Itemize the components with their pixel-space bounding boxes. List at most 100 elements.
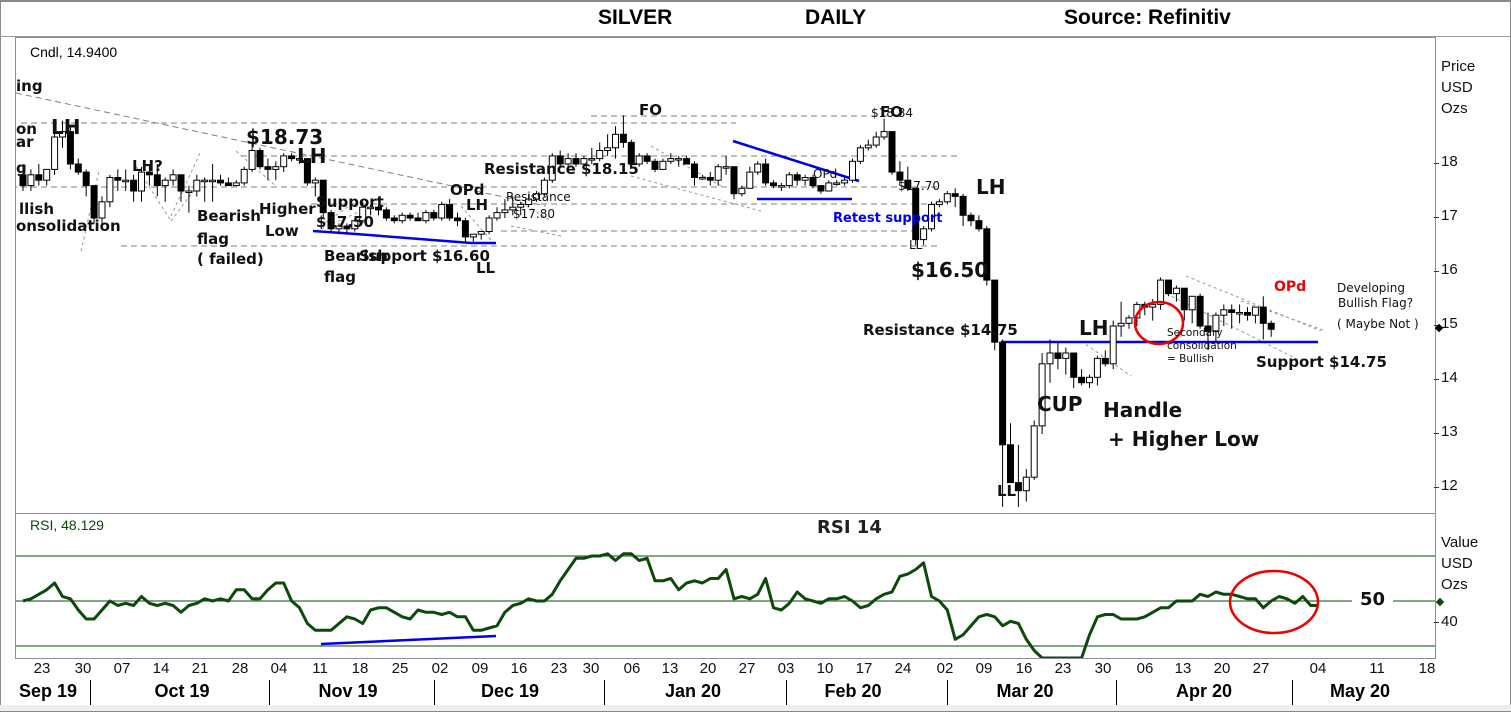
- candle-body-up: [422, 212, 430, 222]
- flag-channel-line: [630, 175, 762, 212]
- month-separator: [1292, 680, 1293, 706]
- rsi-panel[interactable]: RSI, 48.129 RSI 14 50: [15, 513, 1436, 659]
- candle: [1196, 293, 1204, 329]
- candle: [98, 196, 106, 224]
- flag-channel-line: [135, 165, 172, 222]
- candle-body-up: [1038, 363, 1046, 427]
- candle: [375, 204, 382, 216]
- candle-body-down: [90, 185, 98, 219]
- date-tick-label: 10: [816, 660, 834, 677]
- candle: [1030, 420, 1038, 480]
- flag-channel-line: [510, 225, 562, 237]
- candle-body-down: [1259, 306, 1267, 324]
- rsi-line: [22, 552, 1319, 658]
- price-tick-label: 13: [1441, 423, 1458, 440]
- candle: [1046, 339, 1054, 383]
- candle-body-down: [888, 131, 896, 173]
- candle-body-down: [130, 179, 138, 192]
- chart-annotation: ing: [16, 77, 43, 95]
- candle: [975, 215, 983, 232]
- month-label: Oct 19: [154, 681, 210, 701]
- candle-body-down: [446, 204, 454, 219]
- chart-annotation: $17.80: [513, 207, 555, 221]
- chart-annotation: ( failed): [197, 250, 264, 268]
- candle: [27, 169, 35, 191]
- candle-body-up: [1188, 295, 1196, 311]
- date-tick-label: 09: [471, 660, 489, 677]
- chart-annotation: $18.84: [871, 106, 913, 120]
- candle-body-up: [138, 171, 145, 192]
- candle-body-up: [1251, 306, 1259, 316]
- candle-body-down: [114, 177, 122, 181]
- candle: [888, 131, 896, 175]
- candle: [351, 218, 359, 232]
- candle-body-down: [793, 174, 801, 181]
- chart-annotation: Developing: [1337, 281, 1405, 295]
- candle: [651, 158, 659, 173]
- date-tick-label: 02: [431, 660, 449, 677]
- candle: [533, 191, 540, 202]
- candle: [864, 139, 872, 151]
- month-label: Apr 20: [1175, 681, 1233, 701]
- candle-body-down: [991, 279, 999, 343]
- candle: [501, 199, 509, 218]
- candle: [319, 179, 327, 218]
- price-tick-mark: [1434, 217, 1439, 218]
- candle-body-down: [66, 131, 74, 165]
- candle: [604, 134, 612, 156]
- rsi-axis-title-line: USD: [1441, 555, 1473, 572]
- candle-body-up: [746, 171, 754, 189]
- price-legend: Cndl, 14.9400: [30, 44, 118, 60]
- candle: [469, 233, 477, 243]
- candle-body-down: [1101, 357, 1109, 365]
- candle-body-up: [588, 158, 596, 161]
- candle-body-down: [74, 163, 82, 173]
- candle: [161, 177, 169, 202]
- candle: [580, 155, 588, 167]
- candle: [738, 185, 746, 197]
- candle-body-up: [1109, 325, 1117, 365]
- candle: [596, 142, 604, 162]
- candle-body-down: [817, 185, 825, 192]
- candle-body-down: [414, 217, 422, 222]
- date-tick-label: 23: [33, 660, 51, 677]
- candle-body-down: [35, 174, 43, 181]
- candle-body-down: [683, 158, 691, 165]
- candle-body-down: [145, 171, 153, 176]
- chart-annotation: ( Maybe Not ): [1337, 317, 1419, 331]
- candle-body-down: [382, 209, 390, 219]
- price-tick-mark: [1434, 433, 1439, 434]
- candle-body-up: [841, 179, 849, 184]
- candle-body-down: [967, 214, 975, 222]
- candle: [406, 212, 414, 221]
- candle: [872, 131, 880, 148]
- date-tick-label: 21: [191, 660, 209, 677]
- candle-body-down: [264, 166, 272, 170]
- chart-annotation: $17.50: [316, 213, 374, 231]
- candle-body-up: [493, 212, 501, 219]
- candle: [130, 174, 138, 202]
- date-tick-label: 17: [855, 660, 873, 677]
- candle: [43, 168, 51, 186]
- candle: [19, 164, 27, 191]
- candle-body-up: [248, 150, 256, 170]
- candle-body-up: [801, 177, 809, 181]
- candle-body-down: [1007, 444, 1014, 484]
- rsi-plot[interactable]: [16, 514, 1435, 658]
- candle-body-up: [864, 144, 872, 149]
- month-label: Nov 19: [318, 681, 378, 701]
- rsi-tick-mark: [1434, 622, 1439, 623]
- price-panel[interactable]: ing on ar g LH llish onsolidation LH? Bearish fla…: [15, 37, 1436, 515]
- chart-annotation: OPd: [450, 181, 484, 199]
- instrument-title: SILVER: [598, 6, 673, 29]
- candle-body-down: [1070, 352, 1078, 378]
- candle: [540, 177, 548, 197]
- candle-body-down: [217, 179, 224, 184]
- flag-channel-line: [510, 195, 552, 222]
- month-label: Dec 19: [480, 681, 540, 701]
- chart-annotation: Secondary: [1167, 327, 1223, 339]
- candle: [106, 174, 114, 208]
- chart-annotation: $17.70: [898, 179, 940, 193]
- candle-body-up: [1117, 322, 1125, 327]
